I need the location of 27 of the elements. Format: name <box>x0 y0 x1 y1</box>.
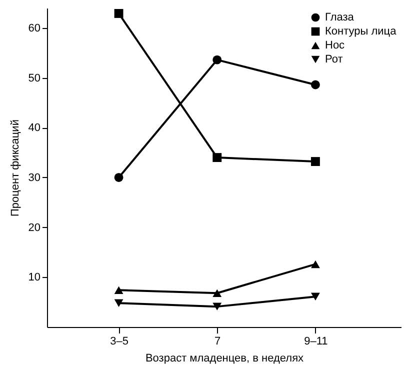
point <box>212 289 222 297</box>
point <box>310 80 320 90</box>
y-tick-label: 40 <box>28 122 40 134</box>
x-tick-label: 9–11 <box>304 336 328 348</box>
legend-label: Глаза <box>325 12 355 24</box>
point <box>114 173 124 182</box>
y-tick-label: 50 <box>28 72 40 84</box>
y-axis-title: Процент фиксаций <box>9 120 22 216</box>
x-tick-label: 7 <box>214 336 221 348</box>
x-tick-label: 3–5 <box>110 336 128 348</box>
y-tick-label: 10 <box>28 272 40 284</box>
point <box>114 299 124 307</box>
point <box>114 286 124 294</box>
legend-label: Нос <box>325 40 346 52</box>
point <box>212 302 222 310</box>
y-tick-label: 60 <box>28 22 40 34</box>
legend-label: Контуры лица <box>325 26 398 38</box>
point <box>212 55 222 64</box>
point <box>310 292 320 300</box>
point <box>212 153 222 162</box>
y-tick-label: 30 <box>28 172 40 184</box>
point <box>114 9 124 18</box>
x-axis-title: Возраст младенцев, в неделях <box>145 352 304 364</box>
point <box>310 157 320 166</box>
point <box>310 260 320 268</box>
y-tick-label: 20 <box>28 222 40 234</box>
legend-label: Рот <box>325 54 343 66</box>
